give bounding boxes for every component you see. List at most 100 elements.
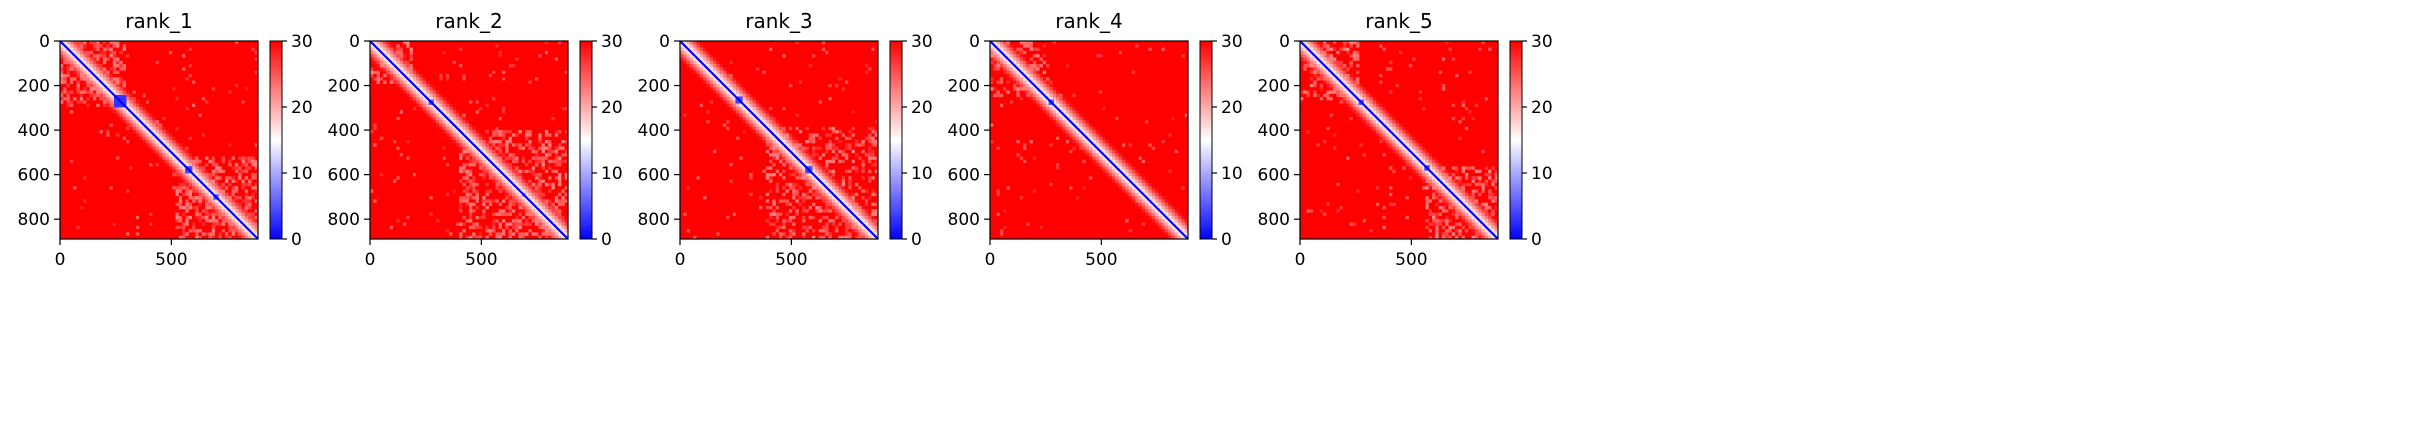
heatmap-cell [129,64,133,68]
heatmap-cell [142,130,147,134]
heatmap-cell [211,113,216,118]
heatmap-cell [69,149,74,154]
heatmap-cell [96,209,100,213]
heatmap-cell [96,93,100,98]
heatmap-cell [211,219,216,223]
heatmap-cell [66,232,71,237]
heatmap-cell [172,149,176,154]
heatmap-cell [231,215,236,220]
heatmap-cell [386,60,391,65]
heatmap-cell [208,60,213,65]
heatmap-cell [238,176,242,180]
heatmap-cell [145,83,150,88]
heatmap-cell [228,176,232,180]
heatmap-cell [551,110,556,114]
heatmap-cell [544,67,549,72]
heatmap-cell [83,232,87,237]
heatmap-cell [228,41,232,45]
heatmap-cell [168,90,173,95]
heatmap-cell [238,156,242,161]
heatmap-cell [168,232,173,237]
heatmap-cell [145,222,150,227]
heatmap-cell [79,80,84,85]
heatmap-cell [525,110,529,114]
heatmap-cell [399,64,404,68]
heatmap-cell [89,159,94,164]
heatmap-cell [548,107,552,111]
heatmap-cell [76,169,81,174]
heatmap-cell [106,64,110,68]
heatmap-cell [231,70,236,75]
heatmap-cell [376,50,381,55]
heatmap-cell [119,126,124,131]
heatmap-cell [198,74,203,78]
heatmap-cell [208,146,213,151]
heatmap-cell [412,67,417,72]
heatmap-cell [69,64,74,68]
heatmap-cell [89,47,94,52]
heatmap-cell [198,126,203,131]
heatmap-cell [109,120,114,124]
heatmap-cell [485,87,490,91]
heatmap-cell [66,186,71,190]
heatmap-cell [175,202,180,207]
heatmap-cell [525,83,529,88]
heatmap-cell [561,90,566,95]
heatmap-cell [182,41,186,45]
heatmap-cell [244,97,249,101]
heatmap-cell [168,87,173,91]
heatmap-cell [165,90,170,95]
colorbar-tick-label: 10 [291,164,313,184]
heatmap-cell [192,196,196,200]
heatmap-cell [168,140,173,144]
heatmap-cell [188,64,193,68]
heatmap-cell [178,192,183,197]
heatmap-cell [231,100,236,105]
heatmap-cell [152,97,157,101]
heatmap-cell [221,176,226,180]
heatmap-cell [79,166,84,171]
heatmap-cell [175,163,180,167]
heatmap-cell [208,225,213,230]
heatmap-cell [238,140,242,144]
heatmap-cell [198,77,203,81]
heatmap-cell [248,153,252,157]
heatmap-cell [403,41,407,45]
heatmap-cell [251,169,256,174]
heatmap-cell [511,83,516,88]
heatmap-cell [60,182,64,187]
heatmap-cell [152,60,157,65]
heatmap-cell [399,57,404,62]
heatmap-cell [221,199,226,204]
heatmap-cell [554,74,559,78]
heatmap-cell [244,232,249,237]
heatmap-cell [99,176,104,180]
heatmap-cell [505,100,509,105]
heatmap-cell [109,186,114,190]
heatmap-cell [518,107,523,111]
heatmap-cell [66,77,71,81]
heatmap-cell [142,90,147,95]
heatmap-cell [422,97,427,101]
heatmap-cell [159,83,163,88]
heatmap-cell [211,70,216,75]
heatmap-cell [554,107,559,111]
heatmap-cell [79,196,84,200]
heatmap-cell [238,206,242,210]
heatmap-cell [238,169,242,174]
heatmap-cell [162,136,166,141]
heatmap-cell [373,60,377,65]
heatmap-cell [129,113,133,118]
heatmap-cell [145,77,150,81]
heatmap-cell [505,113,509,118]
heatmap-cell [254,80,259,85]
heatmap-cell [155,199,160,204]
heatmap-cell [89,133,94,138]
heatmap-cell [109,146,114,151]
heatmap-cell [79,110,84,114]
heatmap-cell [66,202,71,207]
heatmap-cell [436,103,440,108]
heatmap-cell [116,87,120,91]
heatmap-cell [201,116,206,121]
heatmap-cell [109,126,114,131]
